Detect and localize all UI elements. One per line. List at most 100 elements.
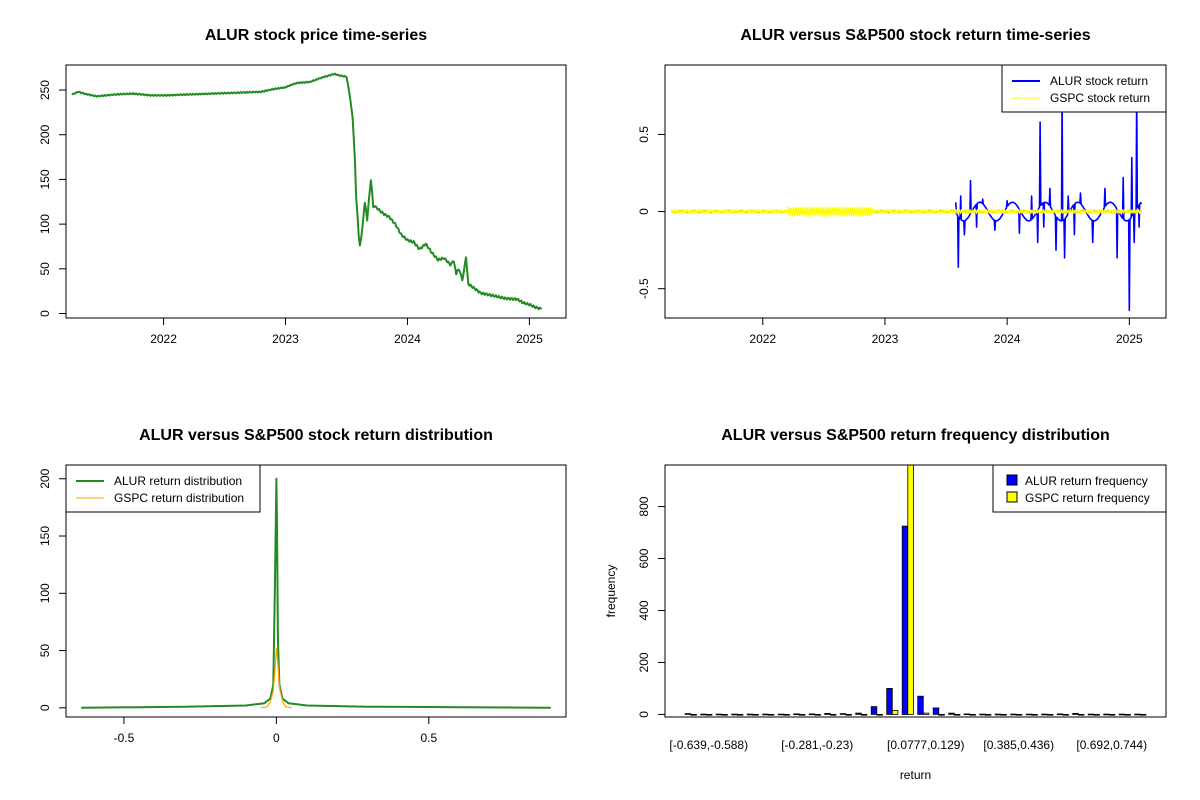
alur-bar <box>1087 713 1095 716</box>
y-tick-label: 200 <box>637 652 651 672</box>
alur-bar <box>901 525 909 715</box>
legend-box-4 <box>992 464 1167 513</box>
gspc-bar <box>1062 714 1069 716</box>
x-tick-label: [0.692,0.744) <box>1076 738 1147 752</box>
alur-bar <box>1134 713 1141 716</box>
gspc-return-line <box>670 206 1142 217</box>
x-tick-label: 2022 <box>150 332 177 346</box>
gspc-bar <box>1139 714 1147 716</box>
x-tick-label: 0.5 <box>420 731 437 745</box>
plot-frame-1 <box>65 64 567 319</box>
y-tick-label: 200 <box>38 124 52 144</box>
y-tick-label: 250 <box>38 80 52 100</box>
return-timeseries-chart: ALUR versus S&P500 stock return time-ser… <box>637 27 1167 346</box>
x-tick-label: 2023 <box>872 332 899 346</box>
gspc-bar <box>953 714 961 716</box>
alur-bar <box>1072 713 1079 715</box>
gspc-bar <box>1015 714 1023 716</box>
alur-bar <box>746 713 754 716</box>
x-axis-label: return <box>900 768 931 782</box>
alur-bar <box>839 713 847 715</box>
gspc-bar <box>907 464 914 715</box>
gspc-bar <box>767 714 775 716</box>
gspc-bar <box>969 714 976 716</box>
alur-bar <box>762 713 769 716</box>
gspc-bars <box>690 464 1147 716</box>
alur-bar <box>917 695 924 715</box>
alur-bar <box>684 713 692 715</box>
x-tick-label: 0 <box>273 731 280 745</box>
alur-bar <box>700 713 707 716</box>
gspc-bar <box>829 714 837 716</box>
x-tick-label: [0.385,0.436) <box>983 738 1054 752</box>
legend-label: ALUR return distribution <box>114 474 242 488</box>
alur-bar <box>948 712 955 715</box>
return-density-chart: ALUR versus S&P500 stock return distribu… <box>38 427 567 745</box>
gspc-density-line <box>260 647 292 709</box>
alur-bar <box>715 713 723 716</box>
x-tick-label: 2025 <box>1116 332 1143 346</box>
gspc-bar <box>752 714 759 716</box>
alur-bar <box>731 713 738 716</box>
x-tick-label: [0.0777,0.129) <box>887 738 964 752</box>
alur-return-line <box>955 90 1143 312</box>
y-tick-label: 0 <box>38 704 52 711</box>
legend-label: GSPC stock return <box>1050 91 1150 105</box>
gspc-bar <box>1093 714 1100 716</box>
gspc-bar <box>1077 714 1085 716</box>
gspc-bar <box>736 714 744 716</box>
alur-bar <box>870 706 878 715</box>
y-tick-label: 800 <box>637 496 651 516</box>
legend-label: GSPC return distribution <box>114 491 244 505</box>
alur-bar <box>963 713 971 716</box>
alur-bar <box>1103 713 1110 716</box>
x-tick-label: 2022 <box>749 332 776 346</box>
y-tick-label: 400 <box>637 600 651 620</box>
alur-bar <box>808 713 816 716</box>
alur-bars <box>684 525 1141 716</box>
gspc-bar <box>891 710 899 715</box>
chart-title-1: ALUR stock price time-series <box>205 27 427 44</box>
x-tick-label: 2025 <box>516 332 543 346</box>
gspc-bar <box>1124 714 1131 716</box>
gspc-bar <box>845 714 852 716</box>
alur-bar <box>793 713 800 716</box>
gspc-bar <box>721 714 728 716</box>
legend-box-3 <box>65 464 261 513</box>
alur-bar <box>1056 713 1064 716</box>
y-tick-label: 100 <box>38 214 52 234</box>
y-tick-label: 0 <box>637 711 651 718</box>
y-tick-label: 0 <box>38 310 52 317</box>
price-chart: ALUR stock price time-series 2022 2023 2024… <box>38 27 567 346</box>
gspc-bar <box>798 714 806 716</box>
y-tick-label: -0.5 <box>637 278 651 299</box>
alur-bar <box>1041 713 1048 716</box>
gspc-bar <box>705 714 713 716</box>
alur-bar <box>979 713 986 716</box>
alur-bar <box>855 712 862 715</box>
gspc-bar <box>1108 714 1116 716</box>
alur-bar <box>994 713 1002 716</box>
legend-box-2 <box>1001 64 1167 113</box>
legend-swatch <box>1006 491 1018 503</box>
y-axis-label: frequency <box>604 565 618 618</box>
y-tick-label: 50 <box>38 644 52 658</box>
gspc-bar <box>1000 714 1007 716</box>
alur-price-line <box>71 72 543 311</box>
alur-bar <box>932 707 940 715</box>
y-tick-label: 100 <box>38 583 52 603</box>
chart-title-3: ALUR versus S&P500 stock return distribu… <box>139 427 493 444</box>
alur-bar <box>1025 713 1033 716</box>
gspc-bar <box>814 714 821 716</box>
gspc-bar <box>860 714 868 716</box>
gspc-bar <box>1046 714 1054 716</box>
return-frequency-chart: ALUR versus S&P500 return frequency dist… <box>604 427 1167 782</box>
plot-frame-2 <box>664 64 1167 319</box>
legend-label: ALUR stock return <box>1050 74 1148 88</box>
x-tick-label: 2024 <box>394 332 421 346</box>
plot-frame-3 <box>65 464 567 718</box>
alur-density-line <box>81 477 551 709</box>
gspc-bar <box>922 712 930 715</box>
gspc-bar <box>783 714 790 716</box>
